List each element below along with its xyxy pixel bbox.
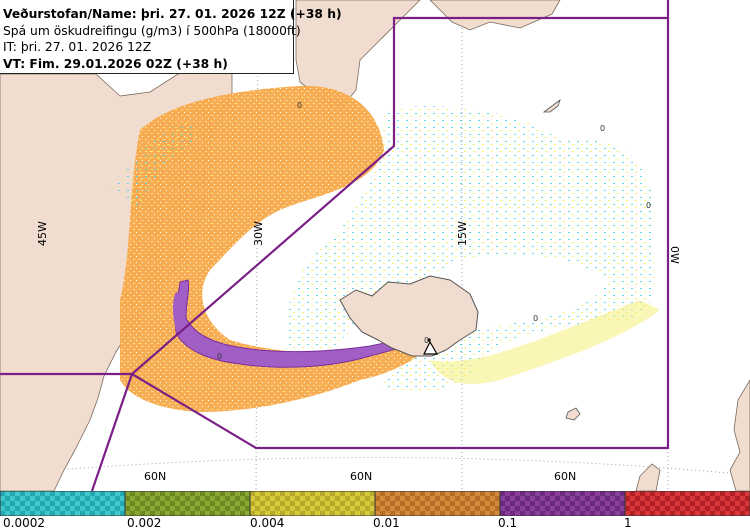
jan-mayen-island [542, 98, 561, 113]
legend-swatch-orange [374, 491, 501, 516]
contour-label: 0 [424, 336, 429, 345]
iceland-island [339, 275, 479, 357]
contour-label: 0 [646, 201, 651, 210]
forecast-description-line: Spá um öskudreifingu (g/m3) í 500hPa (18… [3, 23, 301, 38]
longitude-label-30w: 30W [252, 221, 265, 246]
latitude-label-60n-west: 60N [144, 470, 166, 483]
contour-label: 0 [533, 314, 538, 323]
ash-cloud-yellow-edge [430, 300, 660, 384]
forecast-source-line: Veðurstofan/Name: þri. 27. 01. 2026 12Z … [3, 7, 342, 21]
valid-time-line: VT: Fim. 29.01.2026 02Z (+38 h) [3, 56, 228, 71]
scotland-coast [635, 463, 661, 492]
legend-label: 1 [624, 516, 632, 530]
ash-cloud-faint-band [110, 120, 200, 210]
contour-label: 0 [600, 124, 605, 133]
faroe-islands [565, 407, 581, 421]
flight-information-region-boundary [0, 0, 670, 492]
legend-label: 0.002 [127, 516, 162, 530]
northeast-coastline [429, 0, 561, 31]
latitude-label-60n-center: 60N [350, 470, 372, 483]
legend-label: 0.0002 [3, 516, 45, 530]
northern-islands [295, 0, 421, 111]
latitude-label-60n-east: 60N [554, 470, 576, 483]
longitude-label-45w: 45W [36, 221, 49, 246]
legend-swatch-red [624, 491, 750, 516]
legend-labels: 0.0002 0.002 0.004 0.01 0.1 1 [0, 516, 750, 532]
longitude-label-0w: 0W [668, 246, 681, 264]
forecast-info-box: Veðurstofan/Name: þri. 27. 01. 2026 12Z … [0, 0, 342, 74]
initial-time-line: IT: þri. 27. 01. 2026 12Z [3, 40, 152, 54]
concentration-legend-bar [0, 491, 750, 516]
ash-cloud-purple-tip [173, 292, 214, 350]
legend-swatch-yellow [249, 491, 376, 516]
longitude-label-15w: 15W [456, 221, 469, 246]
legend-label: 0.01 [373, 516, 400, 530]
legend-label: 0.004 [250, 516, 285, 530]
legend-swatch-cyan [0, 491, 126, 516]
ash-cloud-low-concentration [287, 106, 655, 393]
contour-label: 0 [217, 352, 222, 361]
legend-label: 0.1 [498, 516, 518, 530]
legend-swatch-olive [124, 491, 251, 516]
legend-swatch-purple [499, 491, 626, 516]
ash-cloud-orange [120, 85, 436, 412]
volcano-triangle-icon [423, 338, 439, 355]
contour-label: 0 [297, 101, 302, 110]
